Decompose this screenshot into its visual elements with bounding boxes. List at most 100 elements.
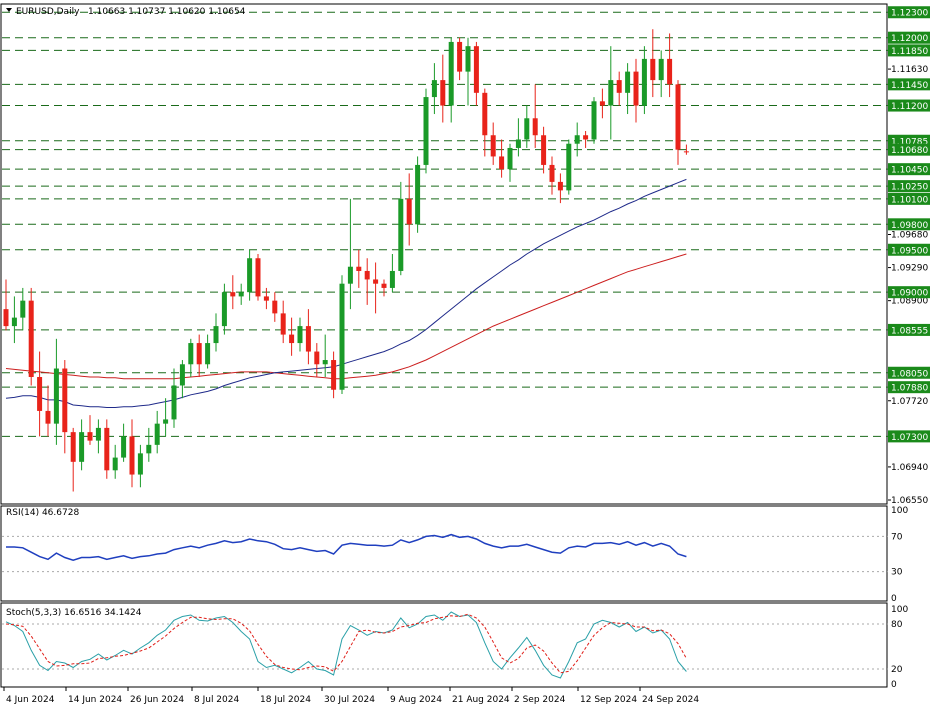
chart-header: EURUSD,Daily 1.10663 1.10737 1.10620 1.1… [6,7,246,17]
candle-body [221,292,227,327]
price-tick-label: 1.07720 [891,397,928,407]
candle-body [566,143,572,191]
level-price-label: 1.10100 [891,195,928,205]
stoch-pane[interactable]: 100 80 20 0 Stoch(5,3,3) 16.6516 34.1424 [0,602,908,690]
dropdown-arrow-icon[interactable] [6,8,12,12]
candle-body [95,427,101,441]
candle-body [389,270,395,288]
candle-body [255,258,261,297]
candle-body [179,364,185,386]
candle-body [431,80,437,98]
candle-body [591,101,597,140]
candle-body [280,313,286,335]
stoch-main-line [5,611,687,679]
time-tick-label: 30 Jul 2024 [324,695,375,705]
candle-body [171,385,177,420]
candle-body [53,368,59,424]
level-price-label: 1.09500 [891,246,928,256]
price-pane[interactable]: 1.12300 1.12000 1.11850 1.11630 1.11450 1.112… [0,3,930,506]
time-tick-label: 4 Jun 2024 [6,695,55,705]
time-tick-label: 12 Sep 2024 [580,695,637,705]
level-price-box [888,78,930,91]
candle-body [339,283,345,390]
candle-body [381,283,387,288]
candle-body [658,58,664,81]
candle-body [45,410,51,424]
candle-body [70,432,76,462]
candle-body [3,309,9,327]
candle-body [146,444,152,454]
candle-body [129,436,135,475]
candle-body [440,80,446,106]
level-price-box [888,163,930,176]
stoch-tick-label: 100 [891,605,908,615]
candle-body [272,300,278,314]
candle-body [205,343,211,365]
level-price-box [888,99,930,112]
level-price-label: 1.10450 [891,166,928,176]
candle-body [515,139,521,148]
symbol-title: EURUSD,Daily [16,7,80,17]
candle-body [314,351,320,365]
candle-body [406,198,412,225]
candle-body [415,164,421,225]
candle-body [196,343,202,365]
level-price-box [888,31,930,44]
candle-body [79,432,85,462]
level-price-labels: 1.12300 1.12000 1.11850 1.11450 1.11200 1.107… [888,6,930,443]
level-price-box [888,192,930,205]
price-tick-label: 1.09680 [891,230,928,240]
candle-body [121,436,127,458]
candle-body [423,97,429,165]
candle-body [633,71,639,106]
price-pane-border [0,3,888,505]
rsi-pane[interactable]: 100 70 30 0 RSI(14) 46.6728 [0,505,908,604]
time-tick-label: 24 Sep 2024 [642,695,699,705]
candle-body [154,423,160,445]
candle-body [541,135,547,165]
candle-body [524,118,530,140]
ohlc-readout: 1.10663 1.10737 1.10620 1.10654 [88,7,246,17]
candle-body [482,92,488,136]
price-levels [2,11,888,437]
candle-body [62,368,68,433]
candle-body [465,46,471,72]
candle-body [247,258,253,293]
stoch-tick-label: 80 [891,620,903,630]
candle-body [490,135,496,157]
rsi-tick-label: 70 [891,532,903,542]
time-tick-label: 14 Jun 2024 [68,695,122,705]
rsi-tick-label: 0 [891,594,897,604]
level-price-label: 1.08050 [891,369,928,379]
candle-body [473,46,479,93]
level-price-box [888,218,930,231]
rsi-tick-label: 100 [891,506,908,516]
stoch-axis: 100 80 20 0 [891,605,908,690]
candle-body [305,326,311,352]
candle-body [112,457,118,471]
level-price-label: 1.10250 [891,183,928,193]
candle-body [37,377,43,411]
candle-body [373,279,379,284]
level-price-label: 1.11200 [891,102,928,112]
candle-body [507,147,513,170]
candle-body [549,164,555,182]
level-price-label: 1.10680 [891,146,928,156]
level-price-label: 1.12300 [891,9,928,19]
level-price-label: 1.10785 [891,137,928,147]
candle-body [11,317,17,327]
candle-body [667,58,673,85]
stoch-levels [2,623,888,670]
level-price-label: 1.11450 [891,81,928,91]
rsi-title: RSI(14) 46.6728 [6,508,79,518]
time-axis: 4 Jun 2024 14 Jun 2024 26 Jun 2024 8 Jul 20… [3,687,699,705]
level-price-label: 1.07300 [891,433,928,443]
time-tick-label: 8 Jul 2024 [194,695,239,705]
candle-body [457,41,463,72]
moving-average-fast [5,178,687,408]
candle-body [641,58,647,106]
price-tick-label: 1.08900 [891,297,928,307]
candle-body [289,334,295,344]
candle-body [599,101,605,106]
